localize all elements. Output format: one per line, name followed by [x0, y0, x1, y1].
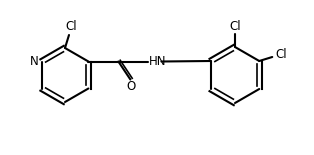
Text: N: N — [30, 55, 39, 68]
Text: Cl: Cl — [275, 49, 287, 62]
Text: O: O — [127, 80, 136, 93]
Text: Cl: Cl — [229, 20, 241, 33]
Text: HN: HN — [149, 55, 166, 68]
Text: Cl: Cl — [65, 20, 77, 33]
